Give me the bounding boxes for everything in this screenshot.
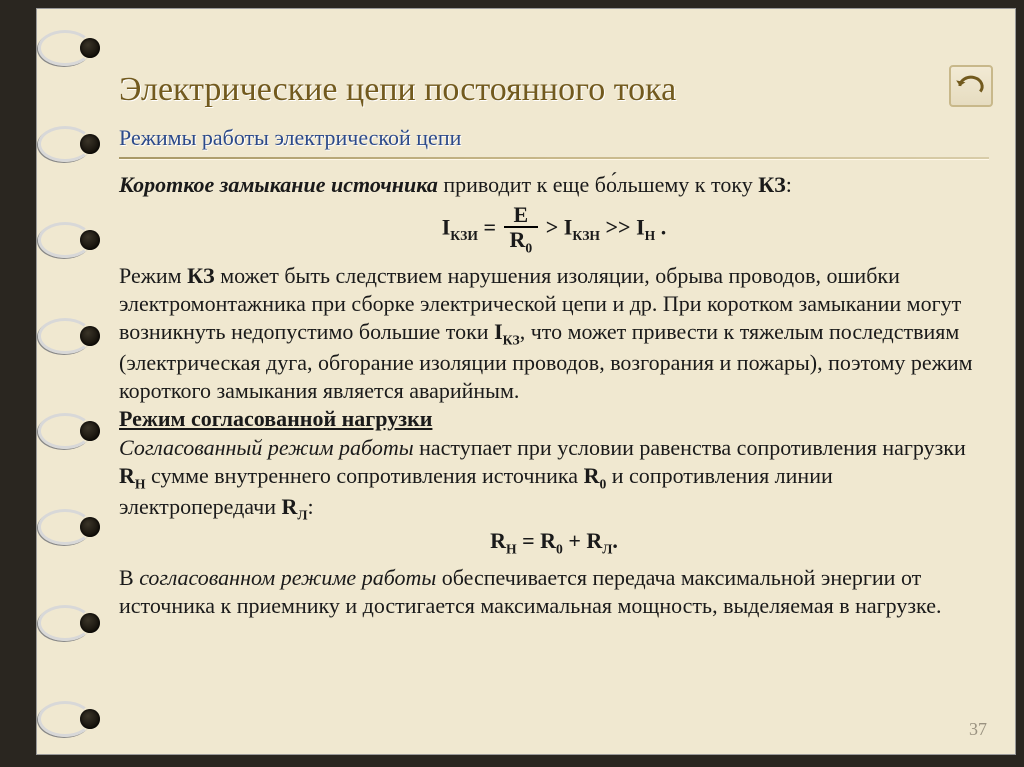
- heading-2: Режим согласованной нагрузки: [119, 405, 989, 433]
- f1-r-sub: Н: [645, 228, 656, 243]
- paragraph-3: Согласованный режим работы наступает при…: [119, 434, 989, 524]
- p3-t1: наступает при условии равенства сопротив…: [414, 435, 966, 460]
- f1-gg: >>: [600, 215, 636, 240]
- p3-rl-sub: Л: [297, 507, 307, 522]
- p2-ikz-var: I: [494, 319, 503, 344]
- f2-c-sub: Л: [602, 542, 612, 557]
- divider: [119, 157, 989, 159]
- f1-den-sub: 0: [525, 241, 532, 256]
- f2-b-var: R: [540, 528, 556, 553]
- f1-lhs-sub: КЗИ: [450, 228, 478, 243]
- slide-background: Электрические цепи постоянного тока Режи…: [36, 8, 1016, 755]
- f1-den: R0: [504, 228, 539, 256]
- f2-a-var: R: [490, 528, 506, 553]
- p1-kz: КЗ: [758, 172, 786, 197]
- f1-dot: .: [655, 215, 666, 240]
- p3-rl-var: R: [282, 494, 298, 519]
- paragraph-4: В согласованном режиме работы обеспечива…: [119, 564, 989, 620]
- p1-colon: :: [786, 172, 792, 197]
- f1-den-var: R: [510, 227, 526, 252]
- f1-num: E: [504, 203, 539, 228]
- formula-2: RН = R0 + RЛ.: [119, 523, 989, 564]
- page-subtitle: Режимы работы электрической цепи: [119, 125, 989, 151]
- f1-eq: =: [478, 215, 502, 240]
- f2-c-var: R: [586, 528, 602, 553]
- f1-gt: >: [540, 215, 564, 240]
- h2-text: Режим согласованной нагрузки: [119, 406, 432, 431]
- p1-rest: приводит к еще бо́льшему к току: [438, 172, 758, 197]
- formula-1: IКЗИ = ER0 > IКЗН >> IН .: [119, 199, 989, 262]
- page-number: 37: [969, 719, 987, 740]
- f1-m-sub: КЗН: [572, 228, 600, 243]
- p4-t1: В: [119, 565, 139, 590]
- p3-colon: :: [308, 494, 314, 519]
- p2-t1: Режим: [119, 263, 187, 288]
- paragraph-1: Короткое замыкание источника приводит к …: [119, 171, 989, 199]
- p2-kz: КЗ: [187, 263, 215, 288]
- p3-rn-sub: Н: [135, 476, 146, 491]
- page-title: Электрические цепи постоянного тока: [119, 71, 989, 109]
- p3-r0-var: R: [584, 463, 600, 488]
- p2-ikz-sub: КЗ: [503, 333, 520, 348]
- content-area: Электрические цепи постоянного тока Режи…: [119, 71, 989, 621]
- p3-lead: Согласованный режим работы: [119, 435, 414, 460]
- p4-lead: согласованном режиме работы: [139, 565, 436, 590]
- p1-lead: Короткое замыкание источника: [119, 172, 438, 197]
- f2-dot: .: [612, 528, 618, 553]
- f2-plus: +: [563, 528, 587, 553]
- p3-t2: сумме внутреннего сопротивления источник…: [146, 463, 584, 488]
- f1-fraction: ER0: [502, 203, 541, 256]
- body-text: Короткое замыкание источника приводит к …: [119, 171, 989, 621]
- f2-eq: =: [517, 528, 541, 553]
- f2-a-sub: Н: [506, 542, 517, 557]
- paragraph-2: Режим КЗ может быть следствием нарушения…: [119, 262, 989, 405]
- p3-rn-var: R: [119, 463, 135, 488]
- f1-lhs-var: I: [442, 215, 451, 240]
- f1-r-var: I: [636, 215, 645, 240]
- f2-b-sub: 0: [556, 542, 563, 557]
